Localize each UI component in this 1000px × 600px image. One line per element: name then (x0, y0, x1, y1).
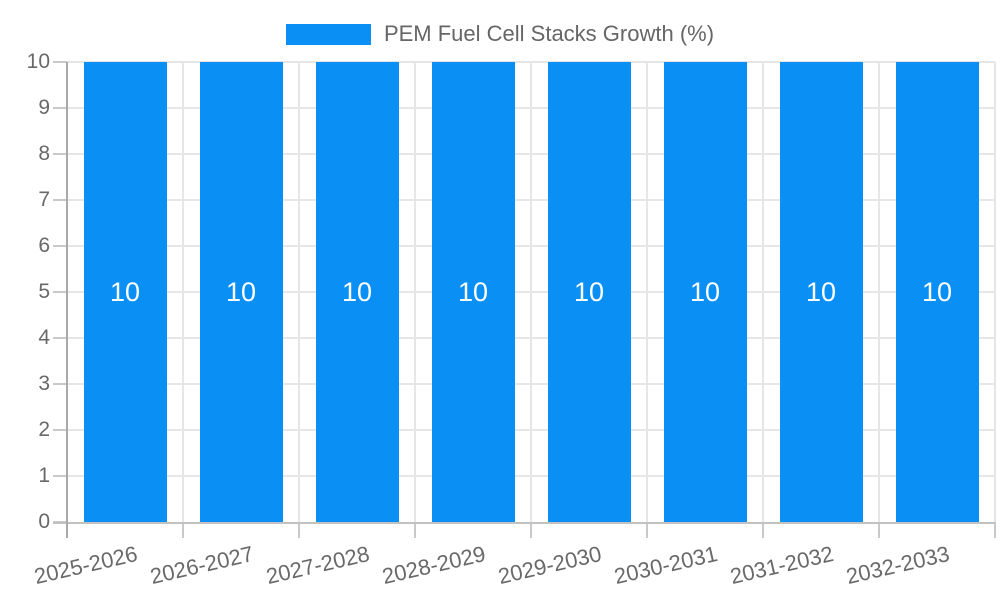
bar-value-label: 10 (921, 277, 953, 307)
x-tick-label: 2028-2029 (379, 541, 488, 590)
v-gridline (646, 62, 648, 522)
y-tick-label: 4 (38, 326, 50, 349)
x-tick-mark (878, 522, 880, 538)
bar (83, 62, 167, 522)
y-tick-mark (53, 199, 67, 201)
bar (779, 62, 863, 522)
bar-value-label: 10 (225, 277, 257, 307)
y-tick-label: 5 (38, 280, 50, 303)
bar (199, 62, 283, 522)
legend-swatch-icon (285, 23, 371, 45)
y-axis-line (66, 62, 68, 538)
x-tick-label: 2025-2026 (31, 541, 140, 590)
y-tick-mark (53, 475, 67, 477)
y-tick-mark (53, 383, 67, 385)
y-tick-label: 0 (38, 510, 50, 533)
x-tick-mark (414, 522, 416, 538)
x-tick-label: 2027-2028 (263, 541, 372, 590)
v-gridline (414, 62, 416, 522)
y-tick-label: 9 (38, 96, 50, 119)
legend-label: PEM Fuel Cell Stacks Growth (%) (383, 21, 715, 46)
y-tick-mark (53, 153, 67, 155)
y-tick-label: 8 (38, 142, 50, 165)
y-tick-mark (53, 245, 67, 247)
x-tick-label: 2031-2032 (727, 541, 836, 590)
y-tick-label: 1 (38, 464, 50, 487)
x-tick-mark (298, 522, 300, 538)
y-tick-mark (53, 107, 67, 109)
v-gridline (878, 62, 880, 522)
x-tick-mark (994, 522, 996, 538)
bar (315, 62, 399, 522)
x-tick-label: 2029-2030 (495, 541, 604, 590)
bar-value-label: 10 (573, 277, 605, 307)
x-tick-mark (530, 522, 532, 538)
v-gridline (298, 62, 300, 522)
x-tick-mark (646, 522, 648, 538)
y-tick-label: 2 (38, 418, 50, 441)
bar (431, 62, 515, 522)
bar-value-label: 10 (457, 277, 489, 307)
bar-value-label: 10 (109, 277, 141, 307)
v-gridline (530, 62, 532, 522)
x-tick-label: 2026-2027 (147, 541, 256, 590)
y-tick-mark (53, 337, 67, 339)
y-tick-label: 3 (38, 372, 50, 395)
x-tick-label: 2030-2031 (611, 541, 720, 590)
v-gridline (994, 62, 996, 522)
y-tick-label: 10 (26, 50, 50, 73)
bar (663, 62, 747, 522)
bar-value-label: 10 (805, 277, 837, 307)
bar-value-label: 10 (341, 277, 373, 307)
y-tick-mark (53, 429, 67, 431)
y-tick-label: 6 (38, 234, 50, 257)
y-tick-label: 7 (38, 188, 50, 211)
v-gridline (182, 62, 184, 522)
y-tick-mark (53, 291, 67, 293)
x-axis-line (53, 522, 995, 524)
x-tick-label: 2032-2033 (843, 541, 952, 590)
y-tick-mark (53, 61, 67, 63)
bar (547, 62, 631, 522)
x-tick-mark (182, 522, 184, 538)
chart-legend: PEM Fuel Cell Stacks Growth (%) (0, 22, 1000, 46)
bar (895, 62, 979, 522)
legend-item[interactable]: PEM Fuel Cell Stacks Growth (%) (285, 21, 715, 46)
bar-value-label: 10 (689, 277, 721, 307)
v-gridline (762, 62, 764, 522)
x-tick-mark (762, 522, 764, 538)
